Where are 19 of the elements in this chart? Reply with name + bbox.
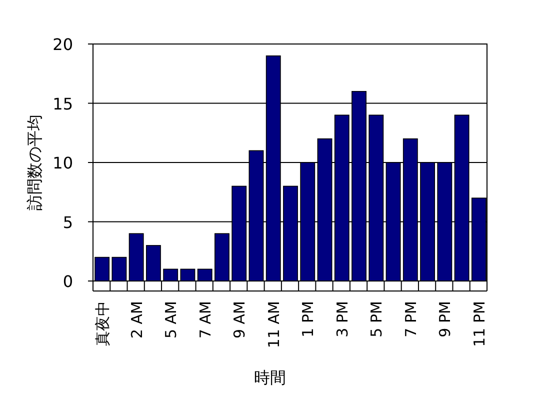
y-tick-label: 15 [52,94,73,114]
x-tick-label: 9 AM [230,301,249,339]
y-axis-title: 訪問数の平均 [25,114,44,210]
y-tick-label: 0 [62,272,73,291]
x-tick-label: 3 PM [333,301,352,338]
x-tick-label: 2 AM [128,301,146,339]
y-tick-label: 20 [52,35,73,54]
y-tick-label: 5 [62,212,73,232]
x-tick-label: 9 PM [436,301,454,338]
x-tick-label: 真夜中 [94,301,112,346]
x-axis-title: 時間 [254,368,286,387]
x-tick-label: 11 AM [264,301,283,348]
x-tick-label: 7 AM [196,301,214,339]
x-tick-label: 5 PM [368,301,386,338]
x-tick-label: 5 AM [162,301,180,339]
x-tick-label: 7 PM [402,301,420,338]
y-tick-label: 10 [52,154,73,172]
x-tick-label: 11 PM [470,301,488,347]
x-tick-label: 1 PM [299,301,318,338]
